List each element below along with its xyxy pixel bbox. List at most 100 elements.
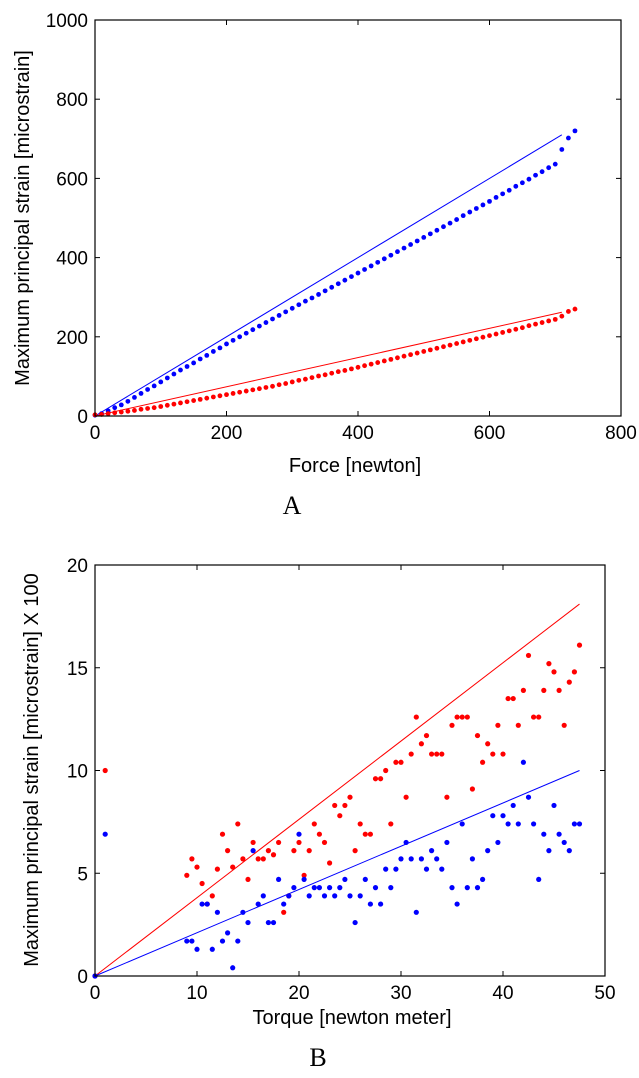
chart-b-data-point: [194, 864, 200, 870]
chart-b-data-point: [490, 813, 496, 819]
chart-b-y-axis-label: Maximum principal strain [microstrain] X…: [21, 573, 43, 966]
chart-b-y-tick-label: 15: [67, 659, 88, 680]
chart-a-data-point: [256, 323, 262, 329]
chart-a-data-point: [178, 400, 183, 406]
chart-b-data-point: [541, 831, 547, 837]
chart-a-data-point: [270, 383, 275, 389]
chart-b-data-point: [561, 839, 567, 846]
chart-b-x-tick-label: 10: [186, 983, 207, 1004]
chart-b-data-point: [199, 880, 205, 887]
chart-b-data-point: [444, 839, 450, 846]
chart-a-data-point: [552, 316, 558, 322]
chart-a-y-tick-label: 200: [56, 328, 88, 349]
chart-a-data-point: [145, 387, 151, 392]
chart-b-data-point: [260, 893, 266, 899]
chart-a-data-point: [375, 360, 381, 365]
chart-b-data-point: [515, 722, 521, 728]
chart-a-data-point: [454, 341, 460, 346]
chart-b-data-point: [459, 821, 465, 827]
chart-b-data-point: [260, 856, 266, 862]
chart-a-data-point: [191, 398, 197, 403]
chart-b-x-tick-label: 30: [390, 983, 411, 1004]
chart-b-data-point: [362, 831, 368, 837]
chart-b-data-point: [362, 876, 368, 883]
chart-b-fit-line: [94, 770, 580, 977]
chart-b-data-point: [480, 759, 486, 765]
chart-a-data-point: [316, 373, 321, 379]
chart-a-data-point: [309, 375, 315, 380]
chart-a-data-point: [197, 356, 203, 362]
chart-a-data-point: [322, 372, 328, 378]
chart-b-data-point: [189, 938, 195, 944]
chart-a-data-point: [519, 325, 525, 331]
chart-a-data-point: [158, 379, 164, 385]
chart-a-data-point: [381, 358, 387, 364]
chart-a: 0 200 400 600 800 0 200 400 600 800 1000 Force [ne…: [12, 11, 637, 520]
chart-a-data-point: [349, 366, 354, 372]
chart-b-data-point: [255, 901, 261, 907]
chart-b-x-tick-label: 40: [492, 983, 513, 1004]
chart-b-data-point: [219, 938, 226, 944]
chart-b-data-point: [439, 866, 445, 872]
chart-a-panel-label: A: [283, 491, 302, 520]
chart-b-data-point: [235, 821, 241, 827]
chart-a-data-point: [224, 341, 229, 347]
chart-b-data-point: [327, 860, 333, 866]
chart-b-data-point: [332, 893, 338, 899]
chart-b-data-point: [474, 885, 481, 891]
chart-a-fit-line: [94, 311, 562, 417]
chart-b-data-point: [265, 848, 271, 854]
chart-a-data-point: [283, 309, 289, 315]
chart-a-data-point: [487, 333, 492, 339]
chart-b-data-point: [403, 839, 409, 846]
chart-b-data-point: [459, 714, 465, 720]
chart-a-data-point: [395, 249, 400, 255]
chart-b-fit-line: [94, 603, 580, 977]
chart-b-data-point: [352, 848, 358, 854]
chart-b-data-point: [311, 885, 317, 891]
chart-a-data-point: [539, 169, 545, 175]
chart-a-data-point: [421, 235, 427, 240]
chart-a-fit-line: [94, 134, 563, 417]
chart-b-data-point: [474, 732, 481, 739]
chart-b-data-point: [546, 848, 552, 854]
chart-b-data-point: [291, 848, 297, 854]
chart-b-data-point: [245, 919, 251, 926]
chart-b-data-point: [225, 930, 231, 936]
chart-b-data-point: [469, 856, 475, 862]
chart-a-data-point: [164, 375, 170, 381]
chart-a-data-point: [480, 334, 486, 340]
chart-b-data-point: [454, 714, 460, 720]
chart-a-axes-box: [94, 19, 622, 417]
chart-b-data-point: [393, 759, 399, 765]
chart-b-data-point: [434, 751, 440, 757]
chart-b-data-point: [367, 831, 373, 837]
chart-b-data-point: [102, 767, 108, 774]
chart-b-data-point: [372, 776, 379, 782]
chart-b-data-point: [286, 893, 292, 899]
chart-b-data-point: [556, 687, 562, 693]
chart-b-data-point: [296, 839, 302, 846]
chart-b-data-point: [485, 741, 491, 747]
chart-a-data-point: [427, 347, 433, 353]
chart-a-data-point: [572, 128, 578, 134]
chart-b-data-point: [449, 722, 455, 728]
chart-a-data-point: [500, 191, 506, 197]
chart-b-data-point: [235, 938, 241, 944]
chart-b-ticks: 0 10 20 30 40 50 0 5 10 15 20: [67, 556, 616, 1004]
chart-b-data-point: [209, 893, 215, 899]
chart-b-data-point: [194, 946, 200, 952]
chart-a-y-axis-label: Maximum principal strain [microstrain]: [12, 50, 34, 386]
chart-b-axes-box: [94, 564, 606, 977]
chart-a-y-tick-label: 0: [77, 407, 88, 428]
chart-b-data-point: [214, 866, 220, 872]
chart-a-data-point: [342, 277, 348, 283]
chart-b-data-point: [398, 856, 404, 862]
chart-b-data-point: [306, 848, 312, 854]
chart-a-data-point: [375, 259, 381, 265]
chart-b-data-point: [531, 714, 537, 720]
chart-b-data-point: [388, 885, 394, 891]
chart-b-data-point: [429, 751, 435, 757]
chart-a-data-point: [335, 281, 341, 287]
chart-b-data-point: [536, 876, 542, 883]
